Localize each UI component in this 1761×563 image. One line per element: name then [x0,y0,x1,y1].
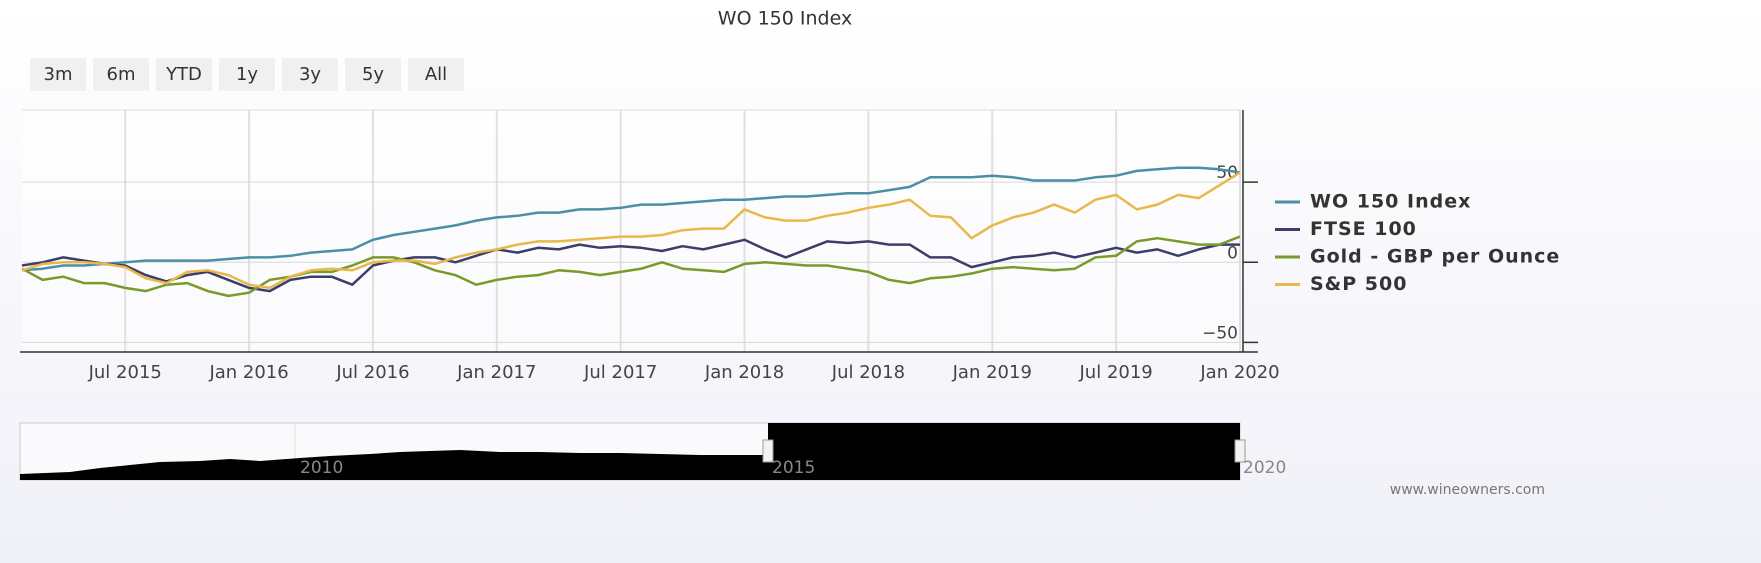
x-tick-label: Jan 2016 [208,362,288,383]
x-tick-label: Jul 2018 [831,362,905,383]
x-tick-label: Jul 2017 [583,362,657,383]
navigator-label: 2015 [772,458,815,478]
navigator-label: 2020 [1243,458,1286,478]
navigator: 2010 2015 2020 [19,422,1286,481]
y-tick-label: 0 [1227,243,1238,263]
legend-label[interactable]: FTSE 100 [1310,218,1417,240]
range-button-label[interactable]: 1y [236,64,258,85]
range-button[interactable] [282,58,338,91]
x-tick-label: Jul 2015 [88,362,162,383]
x-tick-label: Jul 2016 [335,362,409,383]
x-tick-label: Jan 2017 [456,362,536,383]
x-tick-label: Jan 2018 [704,362,784,383]
range-button[interactable] [93,58,149,91]
x-tick-label: Jan 2019 [952,362,1032,383]
range-button[interactable] [30,58,86,91]
range-button[interactable] [408,58,464,91]
range-button[interactable] [156,58,212,91]
navigator-handle[interactable] [1234,439,1246,463]
legend-label[interactable]: S&P 500 [1310,273,1407,295]
navigator-series [20,450,768,480]
chart-title: WO 150 Index [718,8,852,30]
x-tick-label: Jul 2019 [1079,362,1153,383]
x-tick-label: Jan 2020 [1199,362,1279,383]
series-line [21,166,1241,272]
range-button-label[interactable]: All [425,64,447,85]
range-button-label[interactable]: YTD [165,64,202,85]
plot-area: Jul 2015 Jan 2016 Jul 2016 Jan 2017 Jul 2017… [20,109,1560,383]
range-selector: 3m 6m YTD 1y 3y 5y All [30,58,464,91]
range-button[interactable] [345,58,401,91]
range-button-label[interactable]: 6m [107,64,136,85]
credit[interactable]: www.wineowners.com [1390,482,1545,498]
legend-label[interactable]: Gold - GBP per Ounce [1310,246,1560,268]
navigator-selection[interactable] [768,423,1240,480]
range-button[interactable] [219,58,275,91]
range-button-label[interactable]: 3m [44,64,73,85]
range-button-label[interactable]: 3y [299,64,321,85]
navigator-label: 2010 [300,458,343,478]
series-line [21,171,1241,290]
navigator-handle[interactable] [762,439,774,463]
plot-background [22,110,1240,352]
y-tick-label: −50 [1202,323,1238,343]
legend-label[interactable]: WO 150 Index [1310,191,1471,213]
series-line [21,235,1241,298]
series-line [21,238,1240,293]
range-button-label[interactable]: 5y [362,64,384,85]
